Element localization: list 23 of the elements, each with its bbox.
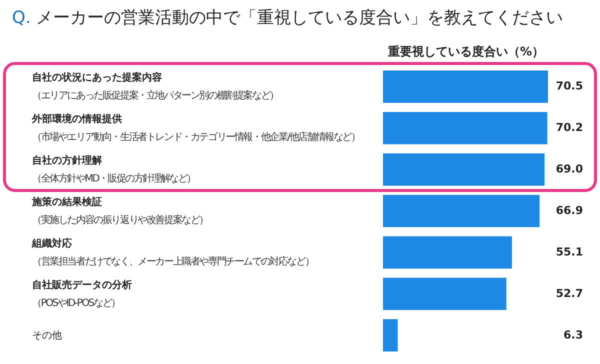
data-label: 52.7 [556,286,583,300]
bar [383,70,548,103]
y-tick-label: 外部環境の情報提供（市場やエリア動向・生活者トレンド・カテゴリー情報・他企業/他店舗情報など） [31,113,360,144]
bar [383,236,512,269]
bar [383,194,540,228]
data-label: 55.1 [556,245,583,258]
y-tick-label: 組織対応（営業担当者だけでなく、メーカー上職者や専門チームでの対応など） [31,237,314,268]
data-label: 6.3 [564,328,583,342]
data-label: 66.9 [556,204,583,217]
bar [383,112,548,144]
bar [383,153,544,186]
data-label: 70.5 [556,80,583,93]
bar [383,319,398,352]
bar [383,278,506,310]
data-label: 69.0 [556,162,584,176]
y-tick-label: 自社の状況にあった提案内容（エリアにあった販促提案・立地パターン別の棚割提案など） [32,72,278,102]
data-label: 70.2 [556,121,583,134]
x-axis-title: 重要視している度合い（%） [386,44,544,58]
chart-title: Q. メーカーの営業活動の中で「重視している度合い」を教えてください [12,7,564,29]
y-tick-label: 自社販売データの分析（POSやID-POSなど） [32,278,132,309]
y-tick-label: 施策の結果検証（実施した内容の振り返りや改善提案など） [31,196,208,226]
y-tick-label: その他 [32,329,62,342]
y-tick-label: 自社の方針理解（全体方針やMD・販促の方針理解など） [32,154,196,185]
